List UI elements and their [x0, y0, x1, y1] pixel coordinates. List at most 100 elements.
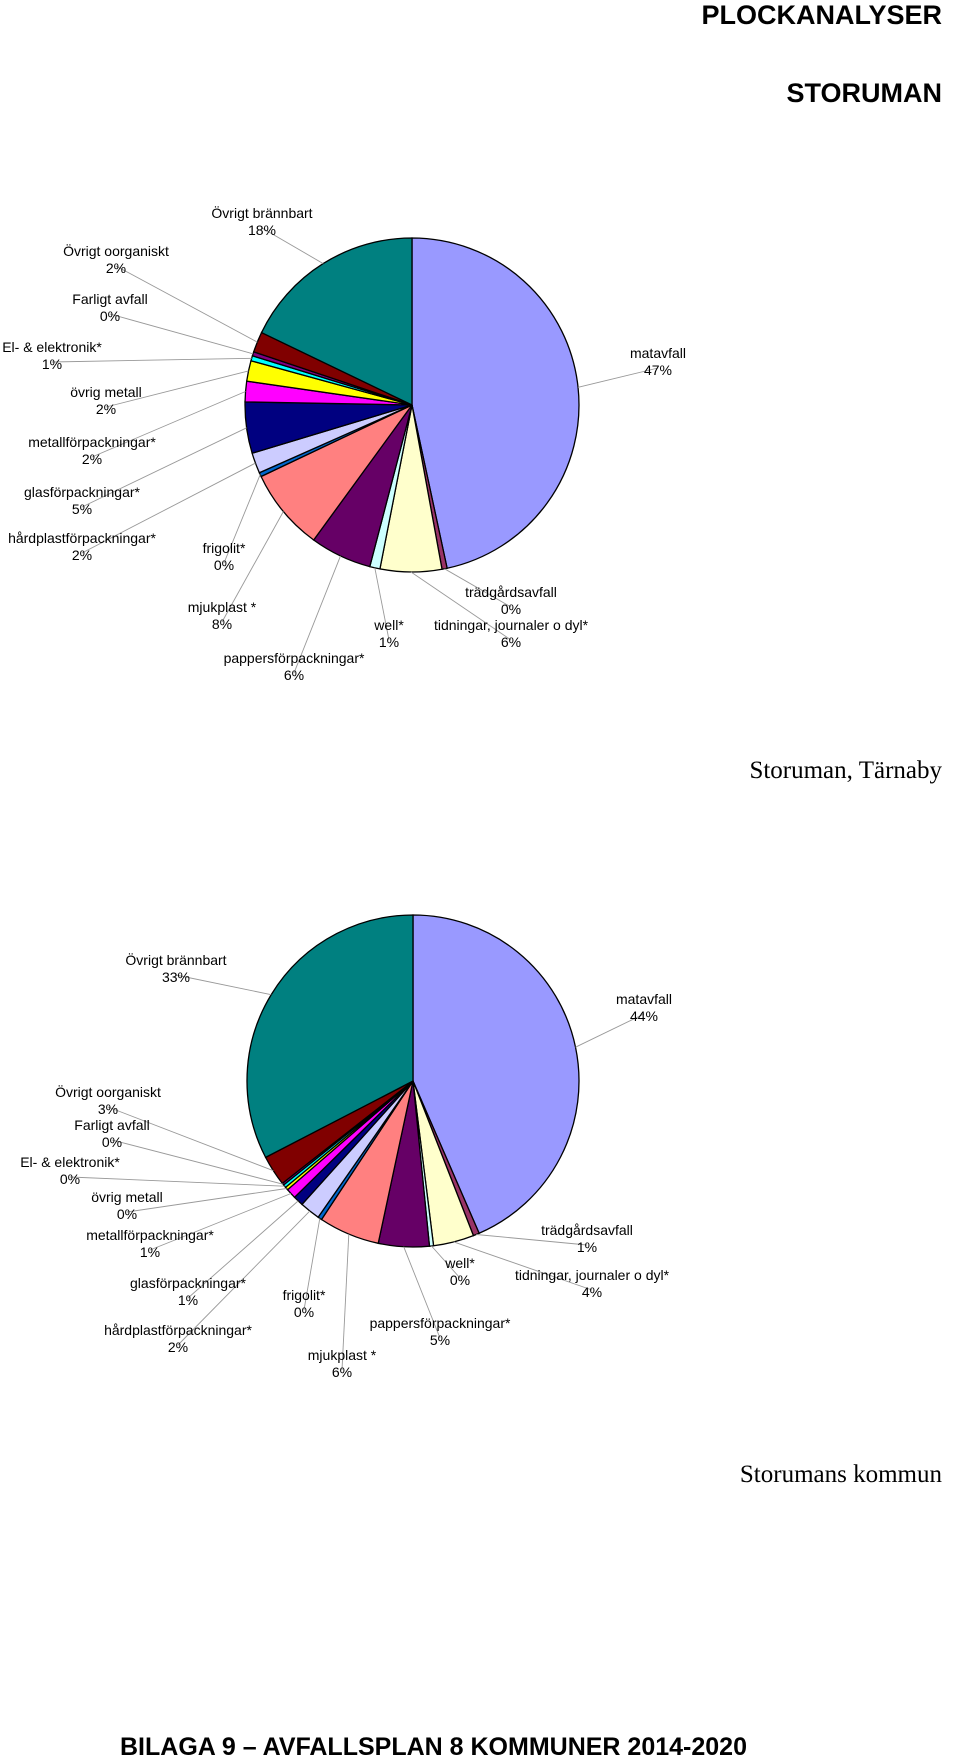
- slice-value-ovrigt-oorganiskt: 2%: [106, 260, 126, 276]
- leader-line-frigolit: [223, 474, 261, 564]
- leader-line-matavfall: [575, 1013, 645, 1048]
- slice-label-ovrigt-brannbart: Övrigt brännbart: [125, 951, 226, 968]
- slice-labels: matavfall47%trädgårdsavfall0%tidningar, …: [2, 204, 686, 683]
- slice-label-farligt-avfall: Farligt avfall: [74, 1117, 149, 1133]
- slice-labels: matavfall44%trädgårdsavfall1%tidningar, …: [20, 951, 672, 1380]
- leader-line-el-and-elektronik: [69, 1176, 285, 1187]
- leader-line-hardplastforpackningar: [177, 1210, 311, 1346]
- leader-line-ovrig-metall: [105, 370, 249, 408]
- slice-label-pappersforpackningar: pappersförpackningar*: [224, 650, 365, 666]
- slice-label-farligt-avfall: Farligt avfall: [72, 291, 147, 307]
- slice-value-hardplastforpackningar: 2%: [72, 547, 92, 563]
- chart-caption-storumans-kommun: Storumans kommun: [739, 1461, 942, 1488]
- slice-value-farligt-avfall: 0%: [100, 308, 120, 324]
- slice-label-mjukplast: mjukplast *: [308, 1347, 377, 1363]
- leader-line-ovrigt-oorganiskt: [107, 1106, 274, 1172]
- slice-label-glasforpackningar: glasförpackningar*: [130, 1275, 247, 1291]
- slice-value-mjukplast: 6%: [332, 1364, 352, 1380]
- leader-line-tidningar-journaler-o-dyl: [410, 571, 512, 641]
- slice-value-el-and-elektronik: 0%: [60, 1171, 80, 1187]
- slice-value-el-and-elektronik: 1%: [42, 356, 62, 372]
- slice-label-pappersforpackningar: pappersförpackningar*: [370, 1315, 511, 1331]
- slice-label-hardplastforpackningar: hårdplastförpackningar*: [8, 530, 156, 546]
- slice-value-farligt-avfall: 0%: [102, 1134, 122, 1150]
- slice-label-matavfall: matavfall: [630, 345, 686, 361]
- leader-line-farligt-avfall: [111, 1139, 284, 1185]
- leader-line-ovrig-metall: [126, 1188, 287, 1213]
- leader-line-mjukplast: [221, 511, 284, 623]
- pie-slices: [244, 237, 580, 573]
- slice-value-ovrig-metall: 0%: [117, 1206, 137, 1222]
- slice-label-ovrig-metall: övrig metall: [70, 384, 142, 400]
- slice-value-frigolit: 0%: [214, 557, 234, 573]
- slice-value-tidningar-journaler-o-dyl: 6%: [501, 634, 521, 650]
- slice-label-ovrigt-brannbart: Övrigt brännbart: [211, 204, 312, 221]
- leader-line-frigolit: [303, 1218, 321, 1311]
- slice-label-el-and-elektronik: El- & elektronik*: [2, 339, 102, 355]
- slice-value-mjukplast: 8%: [212, 616, 232, 632]
- slice-value-ovrig-metall: 2%: [96, 401, 116, 417]
- leader-line-ovrigt-brannbart: [261, 227, 324, 264]
- slice-value-metallforpackningar: 2%: [82, 451, 102, 467]
- leader-line-pappersforpackningar: [293, 555, 341, 674]
- slice-value-metallforpackningar: 1%: [140, 1244, 160, 1260]
- page-subtitle: STORUMAN: [786, 78, 942, 108]
- leader-line-matavfall: [577, 367, 659, 388]
- slice-label-metallforpackningar: metallförpackningar*: [86, 1227, 214, 1243]
- slice-value-glasforpackningar: 1%: [178, 1292, 198, 1308]
- leader-line-tradgardsavfall: [444, 568, 512, 608]
- pie-slice-matavfall: [412, 914, 580, 1235]
- pie-chart-storumans-kommun: matavfall44%trädgårdsavfall1%tidningar, …: [20, 914, 672, 1380]
- slice-label-tradgardsavfall: trädgårdsavfall: [541, 1222, 633, 1238]
- pie-slices: [246, 914, 580, 1248]
- leader-line-well: [431, 1245, 461, 1279]
- slice-value-tradgardsavfall: 0%: [501, 601, 521, 617]
- slice-value-well: 1%: [379, 634, 399, 650]
- slice-label-tidningar-journaler-o-dyl: tidningar, journaler o dyl*: [515, 1267, 670, 1283]
- page-footer: BILAGA 9 – AVFALLSPLAN 8 KOMMUNER 2014-2…: [120, 1733, 747, 1761]
- chart-caption-storuman-tarnaby: Storuman, Tärnaby: [749, 757, 942, 784]
- slice-value-matavfall: 44%: [630, 1008, 658, 1024]
- slice-value-tradgardsavfall: 1%: [577, 1239, 597, 1255]
- slice-value-ovrigt-oorganiskt: 3%: [98, 1101, 118, 1117]
- slice-label-ovrigt-oorganiskt: Övrigt oorganiskt: [55, 1083, 161, 1100]
- slice-value-ovrigt-brannbart: 18%: [248, 222, 276, 238]
- slice-value-pappersforpackningar: 5%: [430, 1332, 450, 1348]
- slice-value-well: 0%: [450, 1272, 470, 1288]
- slice-label-frigolit: frigolit*: [203, 540, 246, 556]
- slice-label-metallforpackningar: metallförpackningar*: [28, 434, 156, 450]
- leader-line-ovrigt-oorganiskt: [115, 265, 258, 343]
- slice-label-well: well*: [373, 617, 404, 633]
- page-title: PLOCKANALYSER: [701, 0, 942, 30]
- leader-line-tradgardsavfall: [476, 1234, 588, 1246]
- leader-line-el-and-elektronik: [51, 357, 252, 363]
- leader-line-hardplastforpackningar: [81, 462, 256, 554]
- slice-label-ovrigt-oorganiskt: Övrigt oorganiskt: [63, 242, 169, 259]
- leader-line-metallforpackningar: [149, 1193, 292, 1251]
- slice-label-mjukplast: mjukplast *: [188, 599, 257, 615]
- slice-label-tidningar-journaler-o-dyl: tidningar, journaler o dyl*: [434, 617, 589, 633]
- pie-chart-storuman-tarnaby: matavfall47%trädgårdsavfall0%tidningar, …: [2, 204, 686, 683]
- slice-value-glasforpackningar: 5%: [72, 501, 92, 517]
- leader-lines: [51, 227, 659, 674]
- leader-line-tidningar-journaler-o-dyl: [453, 1241, 593, 1291]
- leader-line-pappersforpackningar: [403, 1246, 441, 1339]
- slice-label-tradgardsavfall: trädgårdsavfall: [465, 584, 557, 600]
- pie-slice-matavfall: [411, 237, 580, 570]
- slice-value-hardplastforpackningar: 2%: [168, 1339, 188, 1355]
- leader-line-farligt-avfall: [109, 313, 254, 355]
- leader-line-well: [374, 567, 390, 641]
- slice-value-ovrigt-brannbart: 33%: [162, 969, 190, 985]
- slice-label-el-and-elektronik: El- & elektronik*: [20, 1154, 120, 1170]
- slice-label-ovrig-metall: övrig metall: [91, 1189, 163, 1205]
- leader-line-glasforpackningar: [81, 427, 247, 508]
- leader-line-mjukplast: [341, 1234, 350, 1371]
- leader-lines: [69, 974, 645, 1371]
- slice-value-pappersforpackningar: 6%: [284, 667, 304, 683]
- slice-label-hardplastforpackningar: hårdplastförpackningar*: [104, 1322, 252, 1338]
- slice-label-matavfall: matavfall: [616, 991, 672, 1007]
- slice-value-frigolit: 0%: [294, 1304, 314, 1320]
- leader-line-metallforpackningar: [91, 391, 246, 458]
- slice-value-matavfall: 47%: [644, 362, 672, 378]
- leader-line-glasforpackningar: [187, 1200, 299, 1299]
